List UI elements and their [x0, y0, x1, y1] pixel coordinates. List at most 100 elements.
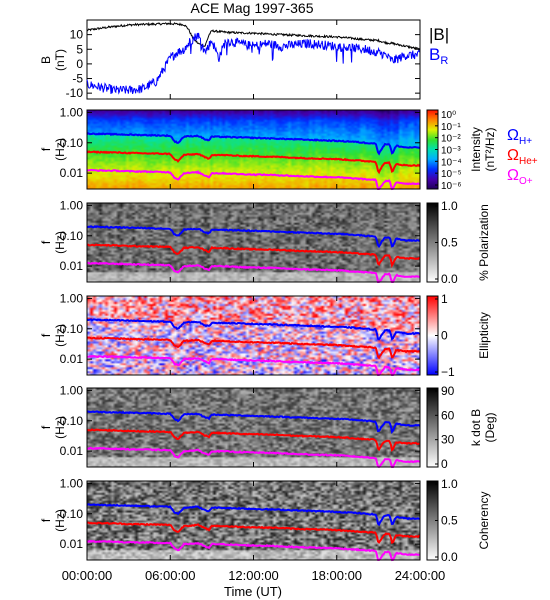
colorbar-tick-label-0: 90: [441, 384, 455, 398]
colorbar-tick-label-0: 1.0: [441, 199, 458, 213]
spectrogram-image-ellipticity: [87, 296, 420, 375]
colorbar-tick-label-1: 60: [441, 408, 455, 422]
x-tick-label-2: 12:00:00: [228, 568, 279, 583]
gyrofreq-curve-o-plus: [86, 446, 421, 469]
spectrogram-image-k-dot-b: [87, 388, 420, 467]
freq-ytick-label-1: 0.10: [60, 414, 84, 428]
spectrogram-panels: 1.000.100.01f (Hz)10⁰10⁻¹10⁻²10⁻³10⁻⁴10⁻⁵…: [39, 105, 497, 564]
legend-b-total: |B|: [429, 25, 449, 44]
gyrofreq-curve-o-plus: [86, 168, 421, 191]
colorbar-label-0: k dot B: [469, 409, 483, 446]
colorbar-tick-label-3: 10⁻³: [441, 146, 461, 157]
panel-k-dot-b: 1.00 0.10 0.01 f (Hz) 90 60 30 0 k dot B (Deg): [39, 383, 497, 471]
freq-ytick-label-1: 0.10: [60, 322, 84, 336]
panel-coherency: 1.00 0.10 0.01 f (Hz) 1.0 0.5 0.0 Coherency: [39, 476, 491, 564]
field-line-b-total: [86, 21, 420, 52]
freq-ytick-label-2: 0.01: [60, 166, 84, 180]
freq-ylabel-top: f: [39, 147, 53, 151]
field-ytick-label-2: 0: [76, 57, 83, 71]
freq-ylabel-top: f: [39, 518, 53, 522]
colorbar-k-dot-b: [426, 387, 439, 468]
colorbar-tick-label-2: 10⁻²: [441, 134, 461, 145]
freq-ylabel-top: f: [39, 240, 53, 244]
colorbar-label-1: (Deg): [483, 412, 497, 442]
freq-ytick-label-2: 0.01: [60, 537, 84, 551]
colorbar-label-1: (nT²/Hz): [483, 128, 497, 172]
freq-ylabel-bottom: (Hz): [53, 416, 67, 439]
freq-ytick-label-2: 0.01: [60, 259, 84, 273]
gyrofreq-curve-h-plus: [86, 132, 421, 156]
species-label-he-sub: He+: [519, 156, 538, 167]
x-tick-label-3: 18:00:00: [311, 568, 362, 583]
gyrofreq-curve-he-plus: [86, 336, 421, 360]
colorbar-tick-label-6: 10⁻⁶: [441, 181, 462, 192]
gyrofreq-curve-he-plus: [87, 428, 421, 452]
colorbar-tick-label-1: 10⁻¹: [441, 122, 461, 133]
spectrogram-image-polarization: [87, 203, 420, 282]
x-tick-label-0: 00:00:00: [62, 568, 113, 583]
freq-ytick-label-0: 1.00: [60, 198, 84, 212]
colorbar-tick-label-4: 10⁻⁴: [441, 157, 462, 168]
colorbar-tick-label-1: 0.5: [441, 514, 458, 528]
field-x-ticks: [86, 20, 421, 99]
colorbar-tick-label-0: 1.0: [441, 477, 458, 491]
colorbar-tick-label-2: 0.0: [441, 272, 458, 286]
spectrogram-image-intensity: [87, 110, 420, 189]
freq-ylabel-top: f: [39, 333, 53, 337]
freq-ytick-label-0: 1.00: [60, 291, 84, 305]
chart-title: ACE Mag 1997-365: [191, 0, 314, 16]
freq-ytick-label-1: 0.10: [60, 136, 84, 150]
spectrogram-image-coherency: [87, 481, 420, 560]
gyrofreq-curve-h-plus: [86, 503, 420, 527]
colorbar-tick-label-2: 30: [441, 433, 455, 447]
colorbar-tick-label-2: 0.0: [441, 550, 458, 564]
species-labels: ΩH+ ΩHe+ ΩO+: [507, 127, 538, 187]
freq-ylabel-bottom: (Hz): [53, 509, 67, 532]
x-axis-label: Time (UT): [224, 584, 282, 599]
freq-ylabel-bottom: (Hz): [53, 324, 67, 347]
colorbar-tick-label-3: 0: [441, 457, 448, 471]
gyrofreq-curve-he-plus: [86, 150, 421, 175]
x-tick-labels: 00:00:00 06:00:00 12:00:00 18:00:00 24:00:00: [62, 568, 446, 583]
freq-ylabel-bottom: (Hz): [53, 231, 67, 254]
gyrofreq-curve-he-plus: [86, 521, 420, 544]
field-ytick-label-1: 5: [76, 42, 83, 56]
colorbar-tick-label-0: 10⁰: [441, 110, 456, 121]
species-label-o: ΩO+: [507, 167, 533, 187]
field-line-b-r: [86, 32, 420, 95]
panel-polarization: 1.00 0.10 0.01 f (Hz) 1.0 0.5 0.0 % Polarization: [39, 198, 491, 286]
x-tick-label-4: 24:00:00: [395, 568, 446, 583]
colorbar-label-0: Ellipticity: [477, 312, 491, 359]
gyrofreq-curve-h-plus: [86, 224, 421, 249]
field-lines: [86, 21, 420, 95]
colorbar-tick-label-0: 1: [441, 292, 448, 306]
species-label-he: ΩHe+: [507, 147, 538, 167]
freq-ylabel-bottom: (Hz): [53, 138, 67, 161]
field-ytick-label-0: 10: [70, 28, 84, 42]
gyrofreq-curve-h-plus: [86, 410, 421, 435]
field-ytick-label-4: -10: [66, 86, 84, 100]
species-label-o-sub: O+: [519, 176, 533, 187]
species-label-he-main: Ω: [507, 147, 519, 164]
freq-ytick-label-1: 0.10: [60, 229, 84, 243]
panel-intensity: 1.00 0.10 0.01 f (Hz) 10⁰10⁻¹10⁻²10⁻³10⁻⁴10⁻⁵…: [39, 105, 497, 192]
freq-ytick-label-0: 1.00: [60, 383, 84, 397]
species-label-o-main: Ω: [507, 167, 519, 184]
legend-b-r-main: B: [429, 45, 440, 64]
gyrofreq-curve-o-plus: [87, 354, 421, 376]
colorbar-tick-label-1: 0.5: [441, 236, 458, 250]
gyrofreq-curve-h-plus: [86, 318, 421, 341]
gyrofreq-curve-o-plus: [86, 261, 421, 283]
freq-ytick-label-2: 0.01: [60, 444, 84, 458]
colorbar-label-0: % Polarization: [477, 204, 491, 281]
panel-ellipticity: 1.00 0.10 0.01 f (Hz) 1 0 −1 Ellipticity: [39, 291, 491, 379]
colorbar-tick-label-5: 10⁻⁵: [441, 169, 462, 180]
freq-ytick-label-0: 1.00: [60, 105, 84, 119]
field-panel-frame: [86, 19, 421, 100]
freq-ytick-label-0: 1.00: [60, 476, 84, 490]
colorbar-tick-label-2: −1: [441, 365, 455, 379]
gyrofreq-curve-o-plus: [86, 539, 421, 562]
